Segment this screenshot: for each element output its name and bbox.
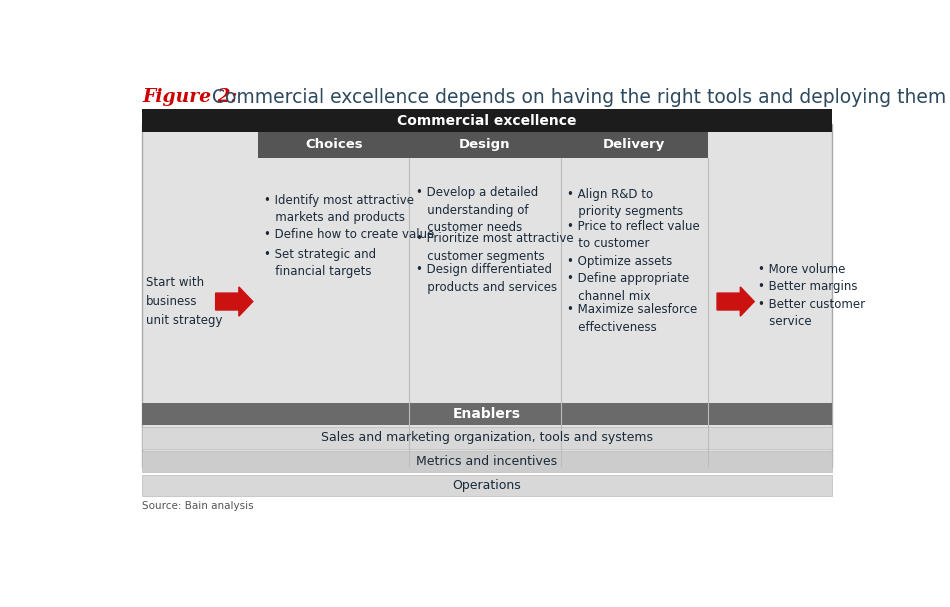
FancyBboxPatch shape xyxy=(142,403,832,425)
FancyBboxPatch shape xyxy=(142,475,832,497)
Text: Enablers: Enablers xyxy=(453,407,521,421)
FancyBboxPatch shape xyxy=(142,109,832,132)
Text: • Better customer
   service: • Better customer service xyxy=(758,297,865,328)
FancyBboxPatch shape xyxy=(258,132,409,158)
Text: • Prioritize most attractive
   customer segments: • Prioritize most attractive customer se… xyxy=(415,232,573,263)
Text: Sales and marketing organization, tools and systems: Sales and marketing organization, tools … xyxy=(321,432,653,444)
Text: Metrics and incentives: Metrics and incentives xyxy=(416,455,558,468)
FancyBboxPatch shape xyxy=(409,132,560,158)
FancyBboxPatch shape xyxy=(142,124,832,467)
FancyBboxPatch shape xyxy=(560,132,708,158)
Text: • Price to reflect value
   to customer: • Price to reflect value to customer xyxy=(567,220,699,251)
Text: • Define how to create value: • Define how to create value xyxy=(264,228,435,242)
FancyBboxPatch shape xyxy=(142,451,832,472)
Text: • Develop a detailed
   understanding of
   customer needs: • Develop a detailed understanding of cu… xyxy=(415,186,538,234)
Text: Delivery: Delivery xyxy=(603,138,665,151)
Text: Source: Bain analysis: Source: Bain analysis xyxy=(142,501,254,511)
Text: • Maximize salesforce
   effectiveness: • Maximize salesforce effectiveness xyxy=(567,303,697,334)
Text: • Define appropriate
   channel mix: • Define appropriate channel mix xyxy=(567,273,689,303)
Text: • Set strategic and
   financial targets: • Set strategic and financial targets xyxy=(264,248,376,278)
Text: • Optimize assets: • Optimize assets xyxy=(567,256,672,268)
Text: Choices: Choices xyxy=(305,138,363,151)
Text: • More volume: • More volume xyxy=(758,263,846,276)
Text: • Align R&D to
   priority segments: • Align R&D to priority segments xyxy=(567,188,683,218)
Text: Design: Design xyxy=(459,138,511,151)
Text: • Better margins: • Better margins xyxy=(758,280,858,293)
Text: • Design differentiated
   products and services: • Design differentiated products and ser… xyxy=(415,263,557,294)
FancyBboxPatch shape xyxy=(142,427,832,449)
Text: Start with
business
unit strategy: Start with business unit strategy xyxy=(146,276,222,327)
Text: Commercial excellence depends on having the right tools and deploying them corre: Commercial excellence depends on having … xyxy=(206,88,950,107)
Text: Figure 2:: Figure 2: xyxy=(142,89,238,106)
Text: Operations: Operations xyxy=(452,479,522,492)
Text: • Identify most attractive
   markets and products: • Identify most attractive markets and p… xyxy=(264,194,414,224)
Text: Commercial excellence: Commercial excellence xyxy=(397,114,577,127)
FancyArrow shape xyxy=(216,287,253,316)
FancyArrow shape xyxy=(717,287,754,316)
